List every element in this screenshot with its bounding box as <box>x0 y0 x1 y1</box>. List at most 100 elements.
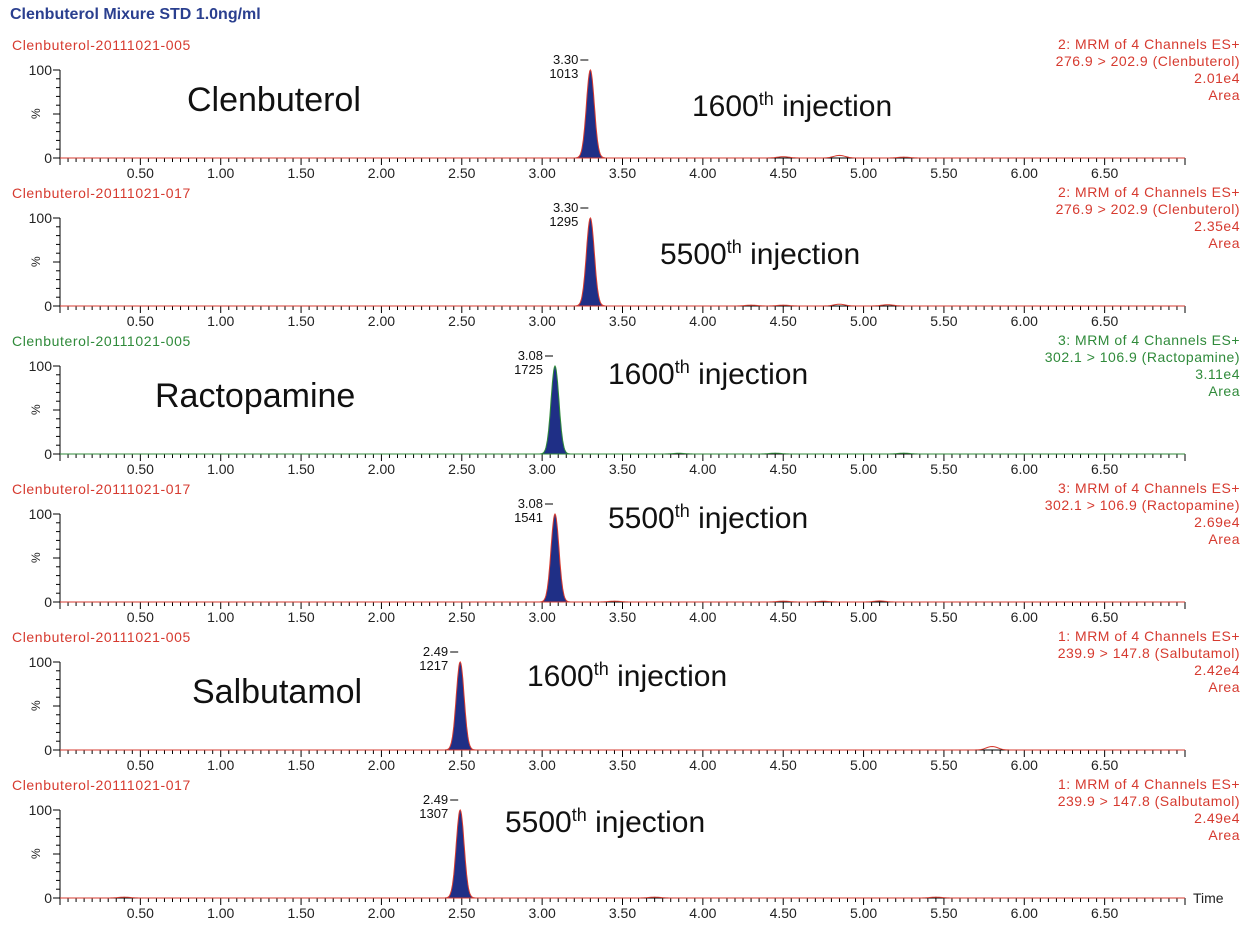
x-tick-label: 4.00 <box>689 313 716 329</box>
peak-rt-label: 2.49 <box>423 644 448 659</box>
x-tick-label: 0.50 <box>127 905 154 921</box>
injection-label: 1600th injection <box>692 89 892 124</box>
injection-word: injection <box>741 238 861 271</box>
y-label-percent: % <box>29 700 43 711</box>
sample-name: Clenbuterol-20111021-017 <box>12 185 191 201</box>
x-tick-label: 2.50 <box>448 757 475 773</box>
y-label-0: 0 <box>44 150 52 166</box>
injection-word: injection <box>586 806 706 839</box>
channel-info-line: Area <box>1208 87 1240 103</box>
x-tick-label: 2.00 <box>368 905 395 921</box>
channel-info-line: 239.9 > 147.8 (Salbutamol) <box>1058 645 1240 661</box>
x-tick-label: 1.50 <box>287 609 314 625</box>
x-tick-label: 6.00 <box>1011 313 1038 329</box>
x-tick-label: 6.50 <box>1091 905 1118 921</box>
injection-word: injection <box>689 358 809 391</box>
x-tick-label: 3.00 <box>529 609 556 625</box>
x-tick-label: 0.50 <box>127 313 154 329</box>
compound-label: Salbutamol <box>192 673 363 711</box>
y-label-percent: % <box>29 552 43 563</box>
injection-label: 5500th injection <box>505 805 705 840</box>
injection-ordinal: th <box>726 237 742 257</box>
channel-info-line: 2.42e4 <box>1194 662 1240 678</box>
y-label-100: 100 <box>29 62 53 78</box>
compound-label: Clenbuterol <box>187 81 361 119</box>
peak-area-label: 1307 <box>419 806 448 821</box>
peak-rt-label: 3.08 <box>518 348 543 363</box>
x-tick-label: 2.50 <box>448 313 475 329</box>
peak <box>535 512 575 603</box>
channel-info-line: 3: MRM of 4 Channels ES+ <box>1058 480 1240 496</box>
x-tick-label: 0.50 <box>127 165 154 181</box>
baseline-trace <box>60 154 1185 159</box>
peak <box>571 69 610 159</box>
x-tick-label: 6.00 <box>1011 165 1038 181</box>
injection-word: injection <box>608 660 728 693</box>
x-tick-label: 4.50 <box>770 461 797 477</box>
channel-info-line: 239.9 > 147.8 (Salbutamol) <box>1058 793 1240 809</box>
peak <box>571 217 610 307</box>
y-label-percent: % <box>29 404 43 415</box>
injection-number: 1600 <box>692 90 759 123</box>
x-tick-label: 3.50 <box>609 609 636 625</box>
x-tick-label: 3.50 <box>609 757 636 773</box>
x-tick-label: 5.50 <box>930 757 957 773</box>
x-tick-label: 5.00 <box>850 165 877 181</box>
x-tick-label: 4.00 <box>689 165 716 181</box>
x-tick-label: 2.50 <box>448 165 475 181</box>
sample-name: Clenbuterol-20111021-005 <box>12 333 191 349</box>
x-tick-label: 5.50 <box>930 313 957 329</box>
channel-info-line: 276.9 > 202.9 (Clenbuterol) <box>1056 53 1240 69</box>
y-label-100: 100 <box>29 210 53 226</box>
channel-info-line: 302.1 > 106.9 (Ractopamine) <box>1045 497 1240 513</box>
injection-ordinal: th <box>571 805 587 825</box>
compound-label: Ractopamine <box>155 377 356 415</box>
channel-info-line: 3: MRM of 4 Channels ES+ <box>1058 332 1240 348</box>
x-tick-label: 2.00 <box>368 165 395 181</box>
x-tick-label: 6.50 <box>1091 757 1118 773</box>
x-tick-label: 5.00 <box>850 757 877 773</box>
x-tick-label: 6.50 <box>1091 165 1118 181</box>
channel-info-line: Area <box>1208 383 1240 399</box>
peak-area-label: 1295 <box>549 214 578 229</box>
x-tick-label: 5.00 <box>850 905 877 921</box>
x-tick-label: 2.50 <box>448 461 475 477</box>
y-label-percent: % <box>29 256 43 267</box>
channel-info-line: 3.11e4 <box>1195 366 1240 382</box>
x-tick-label: 0.50 <box>127 757 154 773</box>
baseline-trace <box>60 896 1185 899</box>
peak-area-label: 1217 <box>419 658 448 673</box>
y-label-percent: % <box>29 108 43 119</box>
x-tick-label: 1.50 <box>287 313 314 329</box>
peak-rt-label: 2.49 <box>423 792 448 807</box>
x-tick-label: 5.00 <box>850 461 877 477</box>
x-tick-label: 6.50 <box>1091 313 1118 329</box>
y-label-0: 0 <box>44 446 52 462</box>
y-label-100: 100 <box>29 358 53 374</box>
x-tick-label: 2.50 <box>448 609 475 625</box>
injection-word: injection <box>773 90 893 123</box>
x-tick-label: 3.50 <box>609 313 636 329</box>
baseline-trace <box>60 452 1185 455</box>
x-tick-label: 1.00 <box>207 461 234 477</box>
x-tick-label: 4.50 <box>770 165 797 181</box>
injection-number: 1600 <box>527 660 594 693</box>
y-label-100: 100 <box>29 654 53 670</box>
injection-label: 1600th injection <box>527 659 727 694</box>
x-tick-label: 2.50 <box>448 905 475 921</box>
channel-info-line: Area <box>1208 235 1240 251</box>
x-tick-label: 6.00 <box>1011 905 1038 921</box>
y-label-percent: % <box>29 848 43 859</box>
x-tick-label: 6.50 <box>1091 461 1118 477</box>
x-tick-label: 5.50 <box>930 165 957 181</box>
sample-name: Clenbuterol-20111021-017 <box>12 481 191 497</box>
peak <box>440 661 480 751</box>
injection-ordinal: th <box>758 89 774 109</box>
x-tick-label: 4.50 <box>770 609 797 625</box>
chart-title: Clenbuterol Mixure STD 1.0ng/ml <box>10 6 261 23</box>
y-label-100: 100 <box>29 506 53 522</box>
x-tick-label: 5.00 <box>850 609 877 625</box>
channel-info-line: 2: MRM of 4 Channels ES+ <box>1058 36 1240 52</box>
injection-label: 5500th injection <box>608 501 808 536</box>
peak <box>535 364 575 455</box>
